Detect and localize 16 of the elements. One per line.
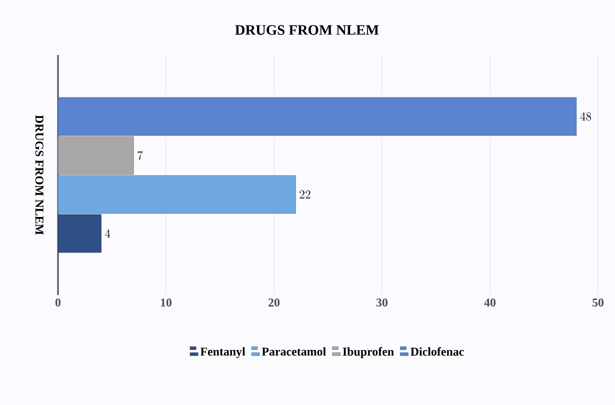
data-label: 4 <box>105 229 110 238</box>
x-tick-label: 50 <box>592 298 604 307</box>
x-tick-label: 0 <box>55 298 61 307</box>
chart-title: DRUGS FROM NLEM <box>235 25 379 35</box>
legend-label: Diclofenac <box>410 347 464 356</box>
x-tick-label: 40 <box>484 298 496 307</box>
data-label: 48 <box>580 112 592 121</box>
legend-label: Paracetamol <box>262 347 326 356</box>
data-label: 7 <box>138 151 143 160</box>
x-tick-label: 30 <box>376 298 388 307</box>
x-tick-label: 10 <box>160 298 172 307</box>
y-axis-title: DRUGS FROM NLEM <box>35 115 44 235</box>
x-tick-label: 20 <box>268 298 280 307</box>
legend-label: Ibuprofen <box>342 347 394 358</box>
legend-label: Fentanyl <box>200 347 246 358</box>
data-label: 22 <box>300 190 310 198</box>
